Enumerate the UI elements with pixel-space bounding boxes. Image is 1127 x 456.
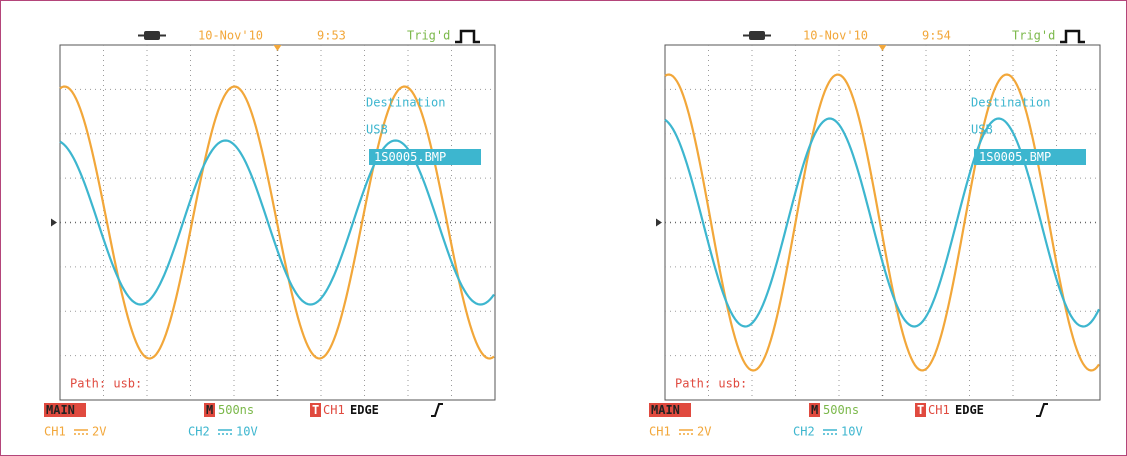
- trigger-type: EDGE: [955, 403, 984, 417]
- date: 10-Nov'10: [198, 29, 263, 43]
- time: 9:53: [317, 29, 346, 43]
- trigger-source: CH1: [323, 403, 345, 417]
- channel-name: CH2: [188, 425, 210, 439]
- channel-name: CH1: [44, 425, 66, 439]
- channel-scale: 2V: [697, 425, 711, 439]
- mode: MAIN: [46, 403, 75, 417]
- trigger-marker: T: [312, 403, 319, 417]
- timebase-marker: M: [811, 403, 818, 417]
- frame: [1, 1, 1127, 456]
- channel-name: CH1: [649, 425, 671, 439]
- menu-file: 1S0005.BMP: [374, 150, 446, 164]
- menu-title: Destination: [971, 96, 1050, 110]
- menu-title: Destination: [366, 96, 445, 110]
- channel-scale: 10V: [841, 425, 863, 439]
- channel-name: CH2: [793, 425, 815, 439]
- path: Path: usb:: [70, 377, 142, 391]
- trigger-source: CH1: [928, 403, 950, 417]
- trigger-marker: T: [917, 403, 924, 417]
- time: 9:54: [922, 29, 951, 43]
- channel-scale: 2V: [92, 425, 106, 439]
- menu-device: USB: [366, 123, 388, 137]
- path: Path: usb:: [675, 377, 747, 391]
- channel-scale: 10V: [236, 425, 258, 439]
- menu-file: 1S0005.BMP: [979, 150, 1051, 164]
- date: 10-Nov'10: [803, 29, 868, 43]
- timebase-marker: M: [206, 403, 213, 417]
- timebase: 500ns: [823, 403, 859, 417]
- trigger-status: Trig'd: [407, 29, 450, 43]
- trigger-status: Trig'd: [1012, 29, 1055, 43]
- screenshot: 10-Nov'10 9:53 Trig'd Destination USB 1S0005.…: [0, 0, 1127, 456]
- trigger-type: EDGE: [350, 403, 379, 417]
- mode: MAIN: [651, 403, 680, 417]
- menu-device: USB: [971, 123, 993, 137]
- page: 10-Nov'10 9:53 Trig'd Destination USB 1S0005.…: [0, 0, 1127, 456]
- timebase: 500ns: [218, 403, 254, 417]
